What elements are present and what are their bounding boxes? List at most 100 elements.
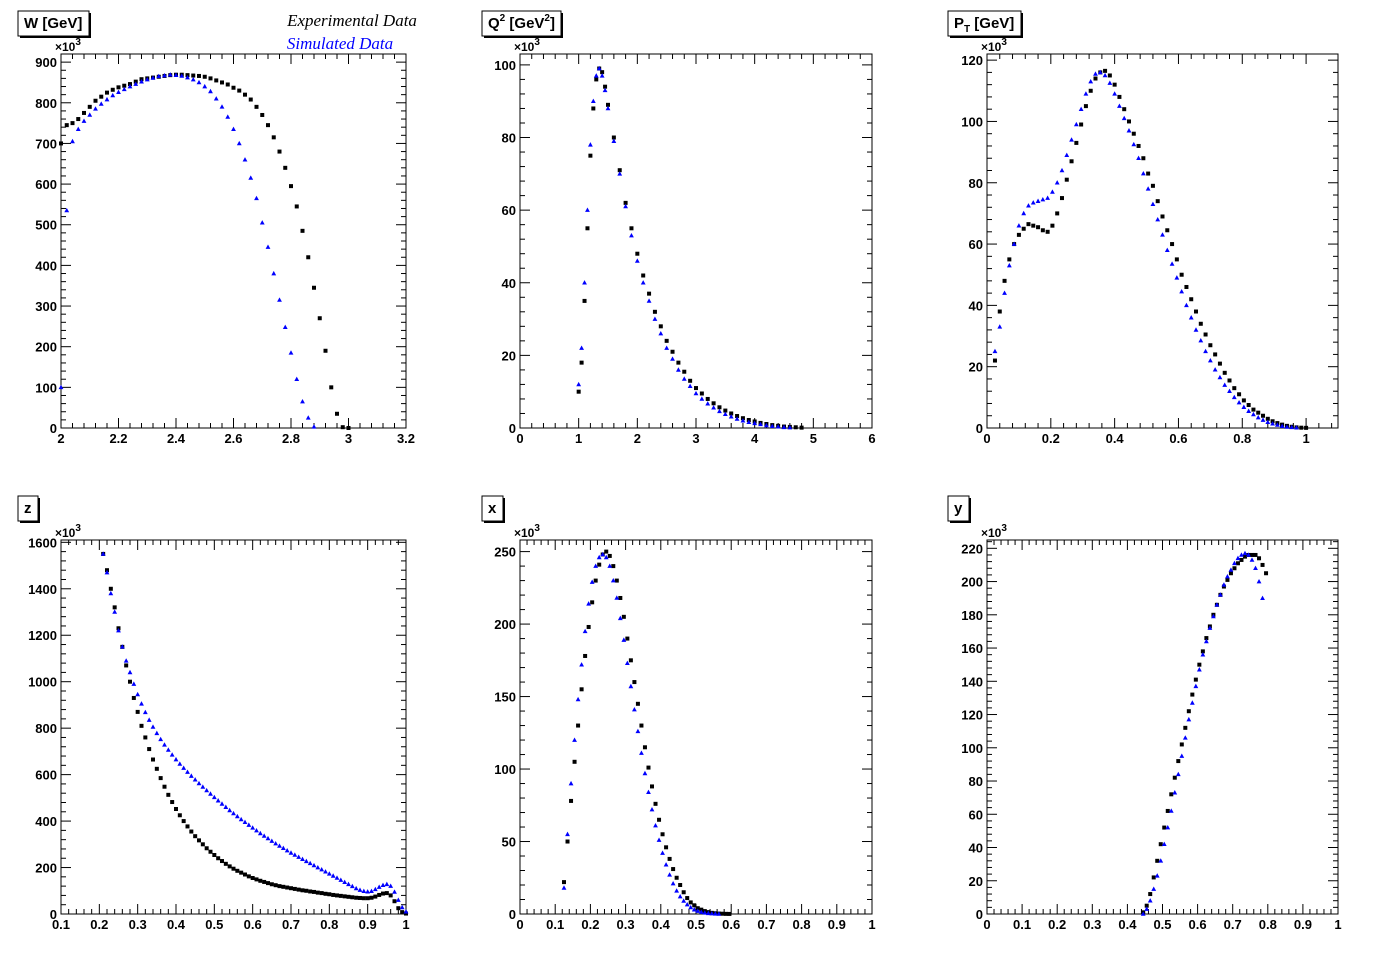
data-point-experimental (231, 85, 236, 90)
data-point-experimental (358, 895, 362, 900)
data-point-simulated (154, 730, 160, 736)
x-tick-label: 0.3 (617, 917, 635, 932)
data-point-experimental (1045, 229, 1050, 234)
data-point-simulated (1239, 552, 1244, 557)
data-point-experimental (99, 94, 104, 99)
data-point-simulated (711, 405, 716, 410)
data-point-simulated (158, 736, 164, 742)
data-point-experimental (629, 226, 634, 231)
data-point-simulated (349, 883, 355, 889)
y-tick-label: 250 (494, 545, 516, 560)
data-point-experimental (266, 881, 270, 886)
data-point-simulated (699, 396, 705, 401)
data-point-experimental (373, 894, 378, 899)
data-point-experimental (705, 396, 710, 401)
data-point-simulated (365, 889, 371, 894)
data-point-simulated (231, 810, 236, 816)
data-point-simulated (1155, 216, 1161, 222)
x-tick-label: 3.2 (397, 431, 415, 446)
data-point-experimental (1197, 662, 1202, 667)
series-experimental (101, 551, 408, 916)
data-point-experimental (723, 408, 728, 413)
exponent-base: ×10 (514, 40, 535, 54)
data-point-simulated (681, 376, 687, 381)
data-point-experimental (227, 864, 232, 869)
x-tick-label: 0.5 (1153, 917, 1171, 932)
data-point-simulated (1140, 170, 1146, 176)
data-point-experimental (365, 896, 370, 901)
data-point-experimental (576, 389, 581, 394)
data-point-simulated (142, 709, 148, 715)
data-point-experimental (1031, 223, 1036, 228)
data-point-simulated (1158, 858, 1164, 863)
data-point-experimental (1148, 892, 1153, 897)
data-point-simulated (133, 81, 139, 86)
y-tick-label: 60 (969, 807, 983, 822)
data-point-simulated (1253, 565, 1258, 571)
x-tick-label: 0.3 (129, 917, 147, 932)
data-point-experimental (340, 425, 345, 430)
data-point-experimental (271, 135, 276, 140)
x-tick-label: 0.4 (167, 917, 186, 932)
x-tick-label: 2.2 (109, 431, 127, 446)
data-point-experimental (354, 895, 359, 900)
x-tick-label: 0.4 (1106, 431, 1125, 446)
title-box (481, 10, 562, 37)
exponent-base: ×10 (55, 526, 76, 540)
data-point-experimental (1158, 842, 1163, 847)
data-point-experimental (1251, 407, 1256, 412)
title-part: [GeV] (970, 15, 1014, 32)
data-point-experimental (1160, 214, 1165, 219)
data-point-simulated (173, 72, 179, 77)
y-tick-label: 120 (961, 708, 983, 723)
data-point-experimental (248, 97, 253, 102)
data-point-simulated (1168, 808, 1174, 813)
data-point-simulated (1165, 824, 1171, 830)
data-point-simulated (185, 74, 190, 80)
data-point-experimental (590, 600, 595, 605)
data-point-simulated (1016, 223, 1022, 228)
data-point-simulated (568, 780, 574, 786)
x-tick-label: 0.6 (1169, 431, 1187, 446)
y-tick-label: 0 (50, 907, 57, 922)
data-point-experimental (158, 776, 163, 781)
data-point-simulated (681, 898, 687, 903)
data-point-simulated (190, 77, 196, 82)
data-point-simulated (273, 841, 279, 846)
data-point-experimental (396, 906, 401, 911)
data-point-experimental (1225, 577, 1230, 582)
data-point-experimental (667, 856, 672, 861)
data-point-experimental (1208, 343, 1213, 348)
data-point-experimental (335, 893, 339, 898)
x-tick-label: 0.2 (90, 917, 108, 932)
x-tick-label: 0.4 (1118, 917, 1137, 932)
data-point-simulated (628, 683, 634, 689)
data-point-experimental (723, 911, 728, 916)
data-point-simulated (652, 316, 658, 321)
data-point-simulated (639, 750, 644, 755)
data-point-experimental (1200, 649, 1205, 654)
y-tick-label: 160 (961, 641, 983, 656)
data-point-simulated (127, 669, 133, 675)
data-point-simulated (1107, 80, 1113, 85)
data-point-simulated (392, 889, 397, 894)
data-point-experimental (735, 414, 740, 419)
x-tick-label: 0.2 (581, 917, 599, 932)
data-point-simulated (219, 801, 225, 806)
y-tick-label: 700 (35, 136, 57, 151)
y-tick-label: 200 (35, 340, 57, 355)
data-point-simulated (338, 877, 344, 882)
data-point-experimental (711, 401, 716, 406)
data-point-experimental (653, 801, 658, 806)
data-point-experimental (131, 695, 136, 700)
exponent-base: ×10 (514, 526, 535, 540)
data-point-simulated (1006, 262, 1012, 268)
data-point-simulated (330, 873, 336, 878)
x-tick-label: 0.7 (1224, 917, 1242, 932)
series-simulated (992, 69, 1299, 430)
data-point-experimental (1007, 257, 1012, 262)
data-point-simulated (1160, 232, 1165, 237)
data-point-simulated (1193, 683, 1199, 689)
data-point-experimental (191, 73, 196, 78)
data-point-simulated (1069, 137, 1074, 142)
